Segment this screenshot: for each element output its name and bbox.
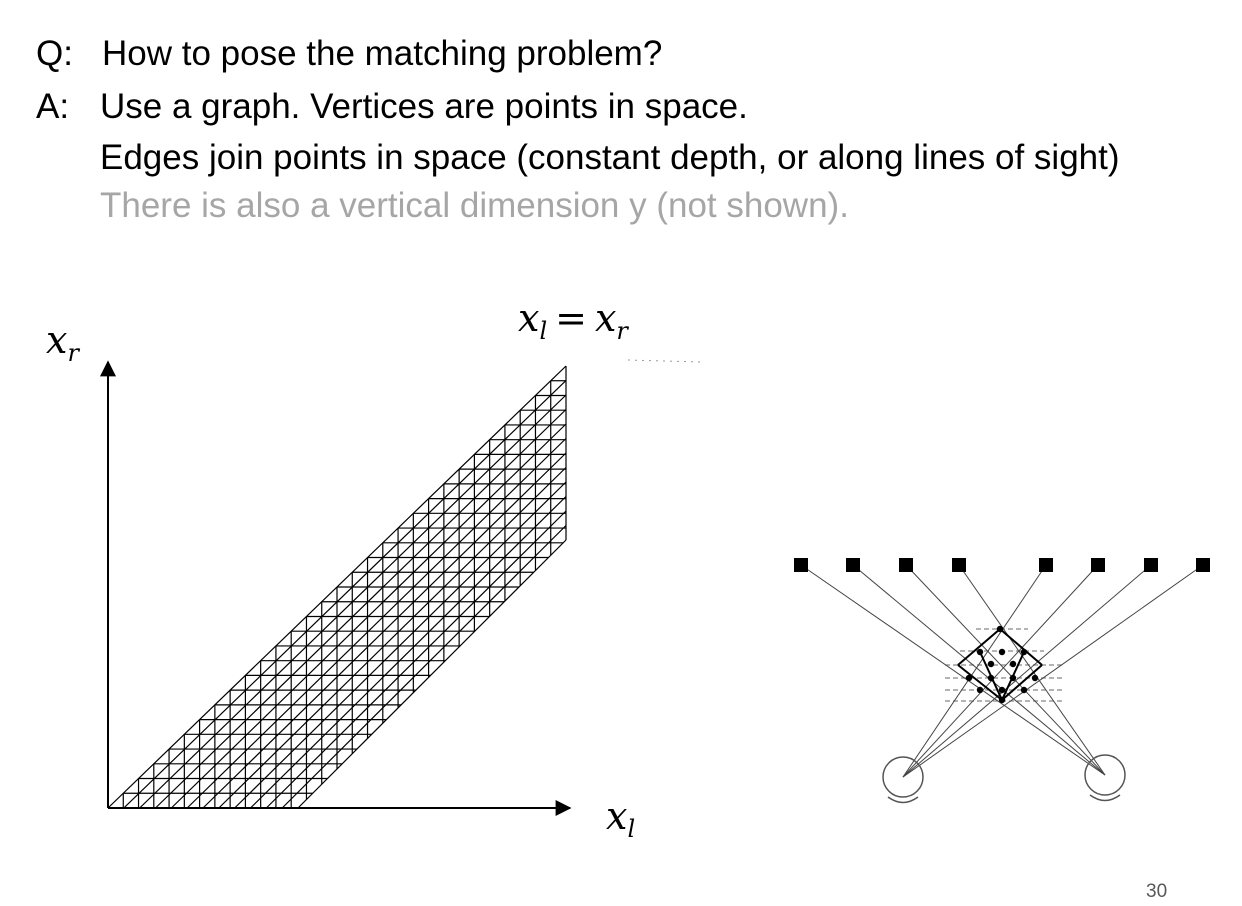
match-vertex [998,686,1006,694]
diag-rhs-sub: r [616,317,628,345]
grid-diagonal-line [218,467,567,809]
line-of-sight [852,564,1106,776]
match-vertex [1009,674,1017,682]
pixel-square [1196,558,1210,572]
y-axis-label: xr [46,318,79,375]
match-vertex [976,686,984,694]
pixel-square [1091,558,1105,572]
match-lattice-edge [1001,664,1043,701]
grid-diagonal-line [234,481,567,809]
match-vertex [1031,674,1039,682]
y-axis-var: x [46,318,68,362]
grid-diagonal-line [265,510,567,809]
pixel-square [794,558,808,572]
match-vertex [1009,660,1017,668]
line-of-sight [958,564,1106,776]
line-of-sight [902,564,1204,778]
page-number: 30 [1146,881,1168,902]
question-text: How to pose the matching problem? [102,34,663,73]
disparity-grid [107,365,567,809]
diag-lhs-sub: l [539,317,548,345]
match-vertex [965,674,973,682]
x-axis-label: xl [606,794,635,851]
grid-diagonal-line [123,380,567,809]
match-vertex [1020,648,1028,656]
right-eye [1084,754,1126,796]
match-lattice-edge [957,628,1001,666]
diag-lhs-var: x [518,296,540,340]
line-of-sight [902,564,1047,778]
match-vertex [998,648,1006,656]
line-of-sight [800,564,1106,776]
y-axis-sub: r [67,339,79,367]
diag-equals: = [555,296,587,340]
right-eye-lid [1089,794,1121,802]
stereo-diagram [794,558,1210,804]
match-vertex [987,660,995,668]
x-axis-sub: l [627,815,636,843]
left-eye-lid [887,796,919,804]
left-eye [882,756,924,798]
match-vertex [987,674,995,682]
answer-text-1: Use a graph. Vertices are points in spac… [100,87,748,126]
dotted-mark [627,359,701,363]
line-of-sight [902,564,1099,778]
x-axis-var: x [606,794,628,838]
match-vertex [1020,686,1028,694]
line-of-sight [905,564,1106,776]
pixel-square [846,558,860,572]
diag-rhs-var: x [594,296,617,340]
question-prefix: Q: [36,34,73,73]
grid-diagonal-line [297,539,567,809]
match-vertex [996,625,1004,633]
grid-diagonal-line [281,525,567,809]
grid-diagonal-line [202,452,567,809]
pixel-square [952,558,966,572]
grid-diagonal-line [155,409,567,809]
match-lattice-edge [999,628,1043,666]
pixel-square [1039,558,1053,572]
match-lattice-edge [957,664,1003,701]
match-vertex [976,648,984,656]
line-of-sight [902,564,1152,778]
pixel-square [1144,558,1158,572]
grid-diagonal-line [250,496,567,809]
question-line: Q: How to pose the matching problem? [36,34,662,74]
answer-line-2: Edges join points in space (constant dep… [100,138,1120,177]
match-vertex [998,696,1006,704]
answer-line-3: There is also a vertical dimension y (no… [100,186,849,225]
diagonal-label: xl = xr [518,296,628,353]
answer-line-1: A: Use a graph. Vertices are points in s… [36,87,748,127]
pixel-square [899,558,913,572]
grid-diagonal-line [186,438,567,809]
answer-prefix: A: [36,87,70,126]
